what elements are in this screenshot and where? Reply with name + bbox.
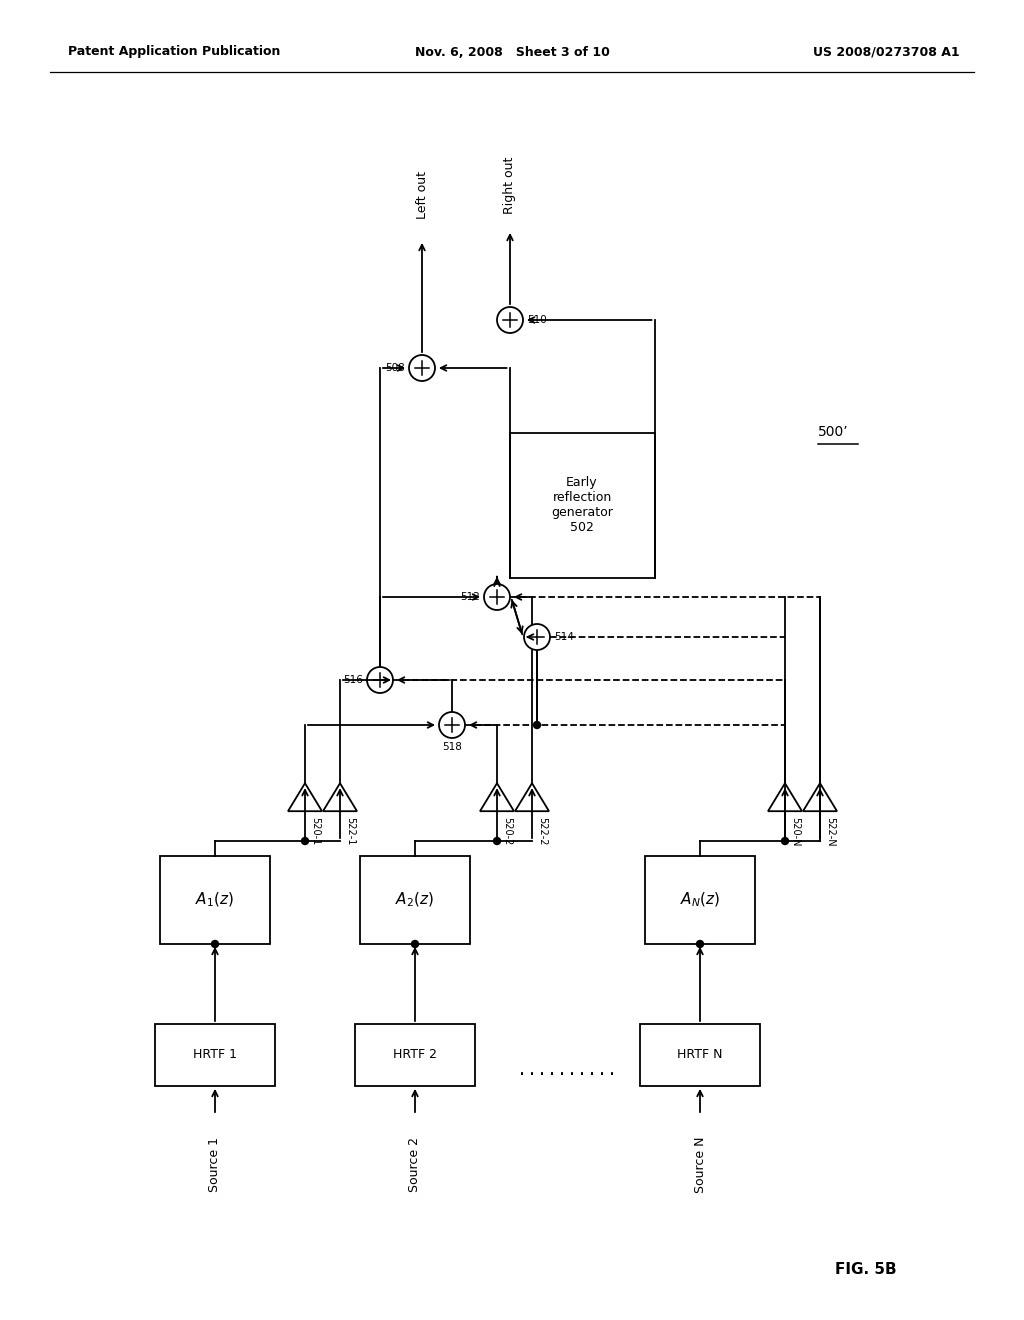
Text: Source N: Source N [693,1137,707,1193]
Text: 520-N: 520-N [790,817,800,846]
Circle shape [212,940,218,948]
Circle shape [497,308,523,333]
Circle shape [534,722,541,729]
Circle shape [301,837,308,845]
FancyBboxPatch shape [155,1024,275,1086]
Text: Early
reflection
generator
502: Early reflection generator 502 [551,477,613,535]
FancyBboxPatch shape [510,433,654,578]
Circle shape [484,583,510,610]
Text: HRTF N: HRTF N [677,1048,723,1061]
Text: US 2008/0273708 A1: US 2008/0273708 A1 [813,45,961,58]
Text: Left out: Left out [416,172,428,219]
Polygon shape [323,783,357,812]
Text: 510: 510 [527,315,547,325]
Text: 508: 508 [385,363,406,374]
Circle shape [696,940,703,948]
Circle shape [367,667,393,693]
Text: HRTF 2: HRTF 2 [393,1048,437,1061]
Polygon shape [803,783,837,812]
FancyBboxPatch shape [645,855,755,944]
Polygon shape [480,783,514,812]
FancyBboxPatch shape [160,855,270,944]
FancyBboxPatch shape [640,1024,760,1086]
Text: 520-2: 520-2 [502,817,512,846]
Text: 522-2: 522-2 [537,817,547,846]
Circle shape [412,940,419,948]
Circle shape [439,711,465,738]
Text: 522-1: 522-1 [345,817,355,846]
Text: 516: 516 [343,675,362,685]
Text: HRTF 1: HRTF 1 [193,1048,237,1061]
Text: Source 2: Source 2 [409,1138,422,1192]
Text: Nov. 6, 2008   Sheet 3 of 10: Nov. 6, 2008 Sheet 3 of 10 [415,45,609,58]
Text: $A_1(z)$: $A_1(z)$ [196,891,234,909]
Polygon shape [515,783,549,812]
Circle shape [524,624,550,649]
Text: 520-1: 520-1 [310,817,319,845]
Text: $A_N(z)$: $A_N(z)$ [680,891,720,909]
Polygon shape [288,783,322,812]
Polygon shape [768,783,802,812]
Text: Patent Application Publication: Patent Application Publication [68,45,281,58]
Text: 512: 512 [460,591,480,602]
Text: FIG. 5B: FIG. 5B [835,1262,897,1278]
FancyBboxPatch shape [360,855,470,944]
Text: Source 1: Source 1 [209,1138,221,1192]
Text: 518: 518 [442,742,462,752]
Text: 500’: 500’ [818,425,849,440]
Circle shape [781,837,788,845]
Text: $A_2(z)$: $A_2(z)$ [395,891,434,909]
Circle shape [409,355,435,381]
Text: 522-N: 522-N [825,817,835,847]
Circle shape [494,837,501,845]
Text: 514: 514 [554,632,573,642]
FancyBboxPatch shape [355,1024,475,1086]
Text: ..........: .......... [517,1061,617,1078]
Text: Right out: Right out [504,156,516,214]
